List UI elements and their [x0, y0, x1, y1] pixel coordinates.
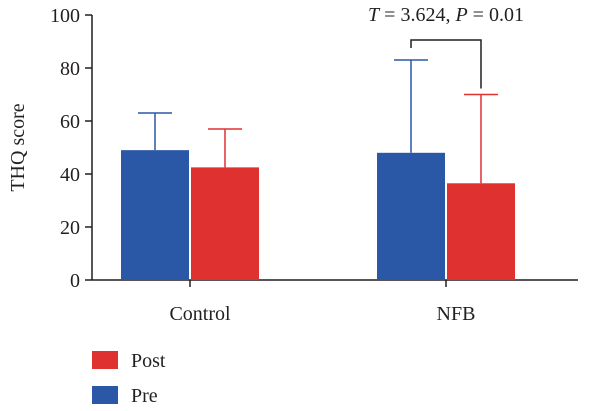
- y-tick-label: 100: [50, 5, 80, 27]
- legend-label-post: Post: [131, 350, 166, 372]
- y-tick-label: 20: [60, 217, 80, 239]
- legend: Post Pre: [92, 350, 166, 407]
- bars: [121, 150, 515, 280]
- y-tick-label: 60: [60, 111, 80, 133]
- y-axis-title: THQ score: [7, 103, 29, 191]
- axes: 0 20 40 60 80 100 THQ score Control NFB: [7, 5, 578, 325]
- legend-swatch-pre: [92, 386, 118, 404]
- error-bars: [138, 59, 498, 184]
- significance-text: T = 3.624, P = 0.01: [368, 4, 524, 26]
- bar-post-control: [191, 167, 259, 280]
- legend-label-pre: Pre: [131, 385, 158, 407]
- bar-post-nfb: [447, 183, 515, 280]
- y-tick-label: 40: [60, 164, 80, 186]
- y-tick-label: 0: [70, 270, 80, 292]
- significance-annotation: T = 3.624, P = 0.01: [368, 4, 524, 89]
- bar-pre-nfb: [377, 152, 445, 280]
- x-tick-label: NFB: [437, 303, 476, 325]
- bar-pre-control: [121, 150, 189, 280]
- y-tick-label: 80: [60, 58, 80, 80]
- legend-swatch-post: [92, 351, 118, 369]
- x-tick-label: Control: [169, 303, 231, 325]
- significance-bracket: [410, 39, 482, 89]
